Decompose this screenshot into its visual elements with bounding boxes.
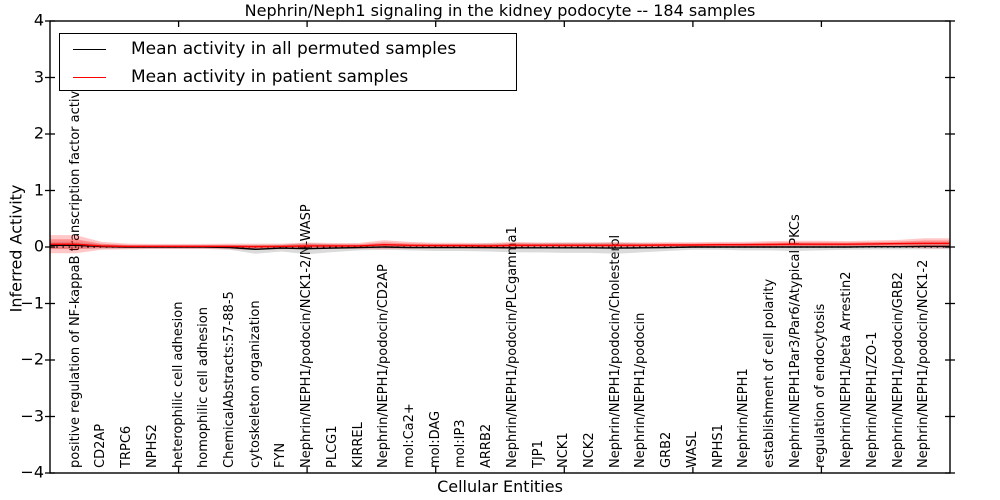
x-axis-label: Cellular Entities bbox=[437, 477, 563, 496]
y-tick-label: −3 bbox=[20, 406, 44, 426]
y-tick-label: −1 bbox=[20, 293, 44, 313]
chart-title: Nephrin/Neph1 signaling in the kidney po… bbox=[244, 1, 756, 20]
legend-box: Mean activity in all permuted samples Me… bbox=[59, 33, 517, 91]
black-line-sample bbox=[73, 48, 106, 50]
y-tick-label: 2 bbox=[33, 123, 44, 143]
y-tick-label: 0 bbox=[33, 236, 44, 256]
legend-entry-patient: Mean activity in patient samples bbox=[60, 63, 408, 91]
red-line-sample bbox=[73, 76, 106, 78]
y-tick-label: 3 bbox=[33, 67, 44, 87]
y-tick-label: 4 bbox=[33, 10, 44, 30]
y-tick-label: −2 bbox=[20, 349, 44, 369]
y-tick-label: −4 bbox=[20, 462, 44, 482]
y-tick-label: 1 bbox=[33, 180, 44, 200]
legend-label-permuted: Mean activity in all permuted samples bbox=[131, 39, 457, 59]
legend-label-patient: Mean activity in patient samples bbox=[131, 67, 409, 87]
legend-entry-permuted: Mean activity in all permuted samples bbox=[60, 35, 456, 63]
